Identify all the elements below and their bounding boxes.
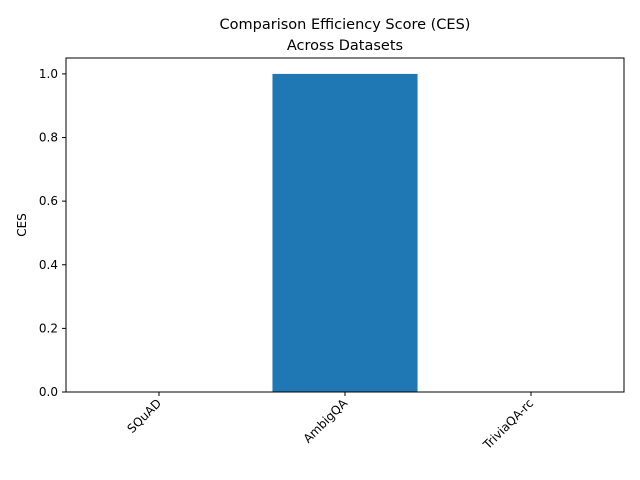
y-tick-label: 0.8 — [39, 131, 58, 145]
y-tick-label: 0.6 — [39, 194, 58, 208]
x-tick-label: SQuAD — [124, 396, 164, 436]
bar-ambigqa — [272, 73, 418, 393]
plot-frame — [65, 57, 625, 393]
x-axis: SQuAD AmbigQA TriviaQA-rc — [124, 392, 536, 453]
x-tick-label: TriviaQA-rc — [480, 396, 536, 452]
y-tick-label: 0.4 — [39, 258, 58, 272]
y-tick-label: 0.2 — [39, 321, 58, 335]
y-axis-label: CES — [15, 213, 29, 237]
y-tick-label: 1.0 — [39, 67, 58, 81]
y-tick-label: 0.0 — [39, 385, 58, 399]
x-tick-label: AmbigQA — [301, 396, 351, 446]
chart-title-line-1: Comparison Efficiency Score (CES) — [220, 17, 471, 33]
chart-title-line-2: Across Datasets — [287, 38, 403, 54]
bars-group — [272, 73, 418, 393]
y-axis: 0.0 0.2 0.4 0.6 0.8 1.0 — [39, 67, 66, 399]
